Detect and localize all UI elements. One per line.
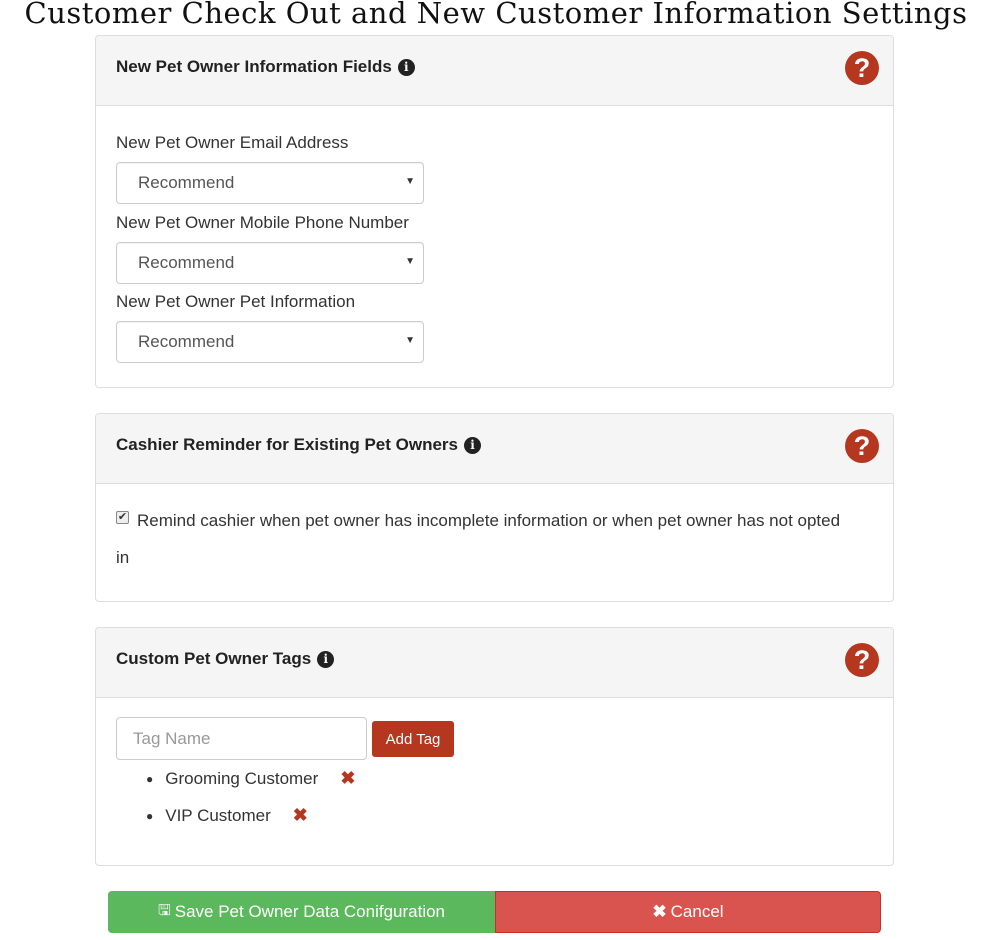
info-fields-panel: New Pet Owner Information Fields i ? New … (95, 35, 894, 388)
caret-down-icon: ▼ (405, 176, 415, 187)
info-circle-icon[interactable]: i (463, 436, 481, 454)
pet-info-label: New Pet Owner Pet Information (116, 292, 356, 311)
info-circle-icon[interactable]: i (317, 650, 335, 668)
caret-down-icon: ▼ (405, 335, 415, 346)
info-circle-icon[interactable]: i (397, 58, 415, 76)
cancel-label: Cancel (670, 902, 724, 921)
panel-header: New Pet Owner Information Fields i ? (96, 36, 893, 106)
checkbox-label: Remind cashier when pet owner has incomp… (137, 511, 841, 530)
page-title: Customer Check Out and New Customer Info… (24, 0, 968, 30)
panel-header: Cashier Reminder for Existing Pet Owners… (96, 414, 893, 484)
remove-tag-icon[interactable]: ✖ (340, 768, 356, 788)
select-value: Recommend (138, 173, 235, 192)
tags-panel: Custom Pet Owner Tags i ? Tag Name Add Ta… (95, 627, 894, 866)
question-circle-icon[interactable]: ? (845, 51, 879, 85)
panel-header: Custom Pet Owner Tags i ? (96, 628, 893, 698)
caret-down-icon: ▼ (405, 256, 415, 267)
email-select[interactable]: Recommend ▼ (116, 162, 424, 204)
pet-info-select[interactable]: Recommend ▼ (116, 321, 424, 363)
cancel-button[interactable]: ✖ Cancel (495, 891, 881, 933)
phone-select[interactable]: Recommend ▼ (116, 242, 424, 284)
question-circle-icon[interactable]: ? (845, 429, 879, 463)
floppy-disk-icon: 🖫 (157, 901, 171, 919)
add-tag-button[interactable]: Add Tag (372, 721, 454, 757)
question-circle-icon[interactable]: ? (845, 643, 879, 677)
tag-name-input[interactable]: Tag Name (116, 717, 367, 760)
email-label: New Pet Owner Email Address (116, 133, 349, 152)
remove-tag-icon[interactable]: ✖ (292, 805, 308, 825)
select-value: Recommend (138, 253, 235, 272)
checkbox-label-wrap: in (116, 548, 130, 567)
panel-title: Cashier Reminder for Existing Pet Owners (116, 435, 458, 454)
select-value: Recommend (138, 332, 235, 351)
panel-title: Custom Pet Owner Tags (116, 649, 312, 668)
tag-label: Grooming Customer (165, 768, 319, 788)
panel-title: New Pet Owner Information Fields (116, 57, 392, 76)
tag-label: VIP Customer (165, 805, 271, 825)
list-item: ● VIP Customer ✖ (146, 805, 308, 825)
list-item: ● Grooming Customer ✖ (146, 768, 356, 788)
remind-checkbox[interactable]: ✔ (116, 511, 129, 524)
phone-label: New Pet Owner Mobile Phone Number (116, 213, 409, 232)
times-icon: ✖ (652, 902, 667, 921)
save-label: Save Pet Owner Data Conifguration (174, 902, 446, 921)
placeholder: Tag Name (133, 729, 211, 748)
reminder-panel: Cashier Reminder for Existing Pet Owners… (95, 413, 894, 602)
save-button[interactable]: 🖫 Save Pet Owner Data Conifguration (108, 891, 495, 933)
